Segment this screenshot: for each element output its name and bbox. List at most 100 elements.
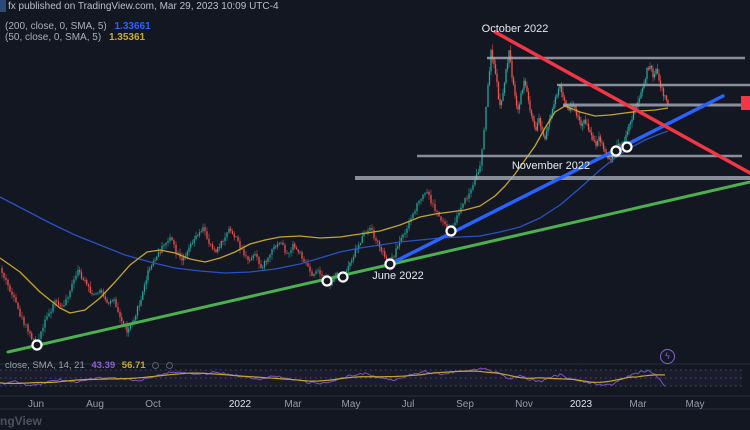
candle-body <box>95 293 97 295</box>
candle-body <box>506 63 509 70</box>
candle-body <box>190 243 192 248</box>
time-axis-month-label: Oct <box>145 399 161 410</box>
candle-body <box>188 247 190 252</box>
candle-body <box>108 302 110 304</box>
candle-body <box>69 291 71 298</box>
candle-body <box>652 68 654 78</box>
candle-body <box>27 324 29 332</box>
candle-body <box>128 328 130 333</box>
candle-body <box>241 248 243 250</box>
candle-body <box>356 248 358 250</box>
resistance-red-trendline[interactable] <box>493 30 750 175</box>
candle-body <box>580 120 582 126</box>
sma50-value: 1.35361 <box>108 32 146 43</box>
candle-body <box>479 165 481 173</box>
candle-body <box>563 97 566 101</box>
candle-body <box>220 240 222 248</box>
support-green-trendline[interactable] <box>6 180 750 354</box>
candle-body <box>303 258 305 262</box>
candle-body <box>436 210 438 213</box>
circle-marker[interactable] <box>337 271 349 283</box>
candle-body <box>235 236 237 238</box>
sma50-line[interactable] <box>0 105 669 314</box>
candle-body <box>335 273 337 278</box>
candle-body <box>181 257 183 261</box>
circle-marker[interactable] <box>445 225 457 237</box>
candle-body <box>156 256 158 261</box>
oscillator-indicator-row[interactable]: close, SMA, 14, 21 43.39 56.71 <box>5 360 173 371</box>
indicator-row-sma50[interactable]: (50, close, 0, SMA, 5) 1.35361 <box>5 32 145 43</box>
rsi-signal-line[interactable] <box>0 370 666 385</box>
candle-body <box>126 326 128 333</box>
candle-body <box>608 158 611 160</box>
candle-body <box>260 263 262 269</box>
sma200-line[interactable] <box>0 130 669 274</box>
candle-body <box>288 252 290 254</box>
sma50-params: (50, close, 0, SMA, 5) <box>5 32 102 43</box>
candle-body <box>231 231 234 234</box>
candle-body <box>175 244 177 253</box>
candle-body <box>488 71 491 85</box>
circle-marker[interactable] <box>621 141 633 153</box>
candle-body <box>593 140 596 142</box>
indicator-row-sma200[interactable]: (200, close, 0, SMA, 5) 1.33661 <box>5 21 151 32</box>
candle-body <box>323 275 325 277</box>
candle-body <box>548 119 551 127</box>
candle-body <box>224 237 226 241</box>
candle-body <box>430 194 432 204</box>
circle-marker[interactable] <box>31 339 43 351</box>
candle-body <box>426 191 428 194</box>
candle-body <box>625 134 627 141</box>
candle-body <box>143 284 146 292</box>
candle-body <box>551 109 554 115</box>
time-axis-month-label: Jun <box>27 399 45 410</box>
support-blue-trendline[interactable] <box>388 94 725 266</box>
candle-body <box>136 306 139 316</box>
candle-body <box>542 129 545 136</box>
candle-body <box>210 243 212 245</box>
candle-body <box>254 253 256 256</box>
candle-body <box>444 221 446 225</box>
candle-body <box>398 241 401 247</box>
candle-body <box>521 90 524 94</box>
indicator-hide-icon[interactable] <box>152 361 160 369</box>
indicator-settings-icon[interactable] <box>165 361 173 369</box>
candle-body <box>499 98 501 106</box>
candle-body <box>29 331 31 334</box>
candle-body <box>119 312 121 318</box>
candle-body <box>271 249 273 255</box>
candle-body <box>77 269 79 276</box>
avatar-fragment <box>0 0 6 12</box>
candle-body <box>197 235 199 237</box>
circle-marker[interactable] <box>321 275 333 287</box>
candle-body <box>490 49 492 72</box>
candle-body <box>142 291 144 300</box>
candle-body <box>129 325 132 329</box>
candle-body <box>369 227 371 231</box>
circle-marker[interactable] <box>384 258 396 270</box>
candle-body <box>375 238 377 241</box>
candle-body <box>177 252 179 254</box>
candle-body <box>56 300 58 302</box>
candle-body <box>578 116 581 121</box>
candle-body <box>536 122 539 131</box>
candle-body <box>276 243 279 247</box>
candle-body <box>211 244 214 249</box>
candle-body <box>321 274 323 276</box>
circle-marker[interactable] <box>610 145 622 157</box>
boost-button[interactable]: ϟ <box>660 349 675 364</box>
candle-body <box>337 273 339 276</box>
candle-body <box>393 256 395 258</box>
candle-body <box>359 242 362 245</box>
candle-body <box>86 280 88 285</box>
candle-body <box>63 305 65 307</box>
candle-body <box>169 237 171 241</box>
candle-body <box>502 93 504 101</box>
candle-body <box>226 232 228 238</box>
candle-body <box>535 126 537 131</box>
candle-body <box>17 302 19 309</box>
time-axis[interactable]: Jun Aug Oct 2022 Mar May Jul Sep Nov 2023 Mar May <box>0 399 750 413</box>
candle-body <box>617 143 620 145</box>
